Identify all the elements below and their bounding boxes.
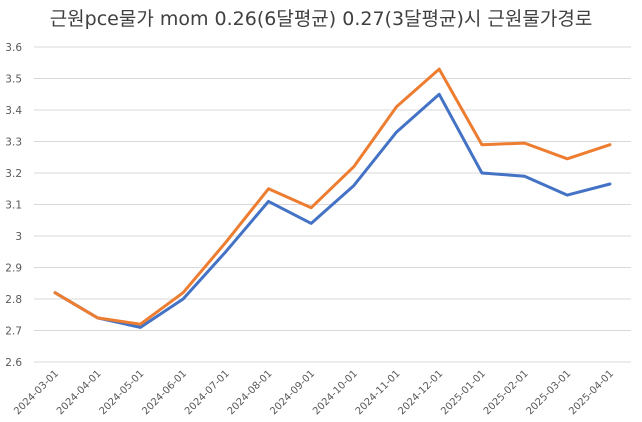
x-tick-label: 2025-01-01 <box>439 368 488 417</box>
y-tick-label: 3.1 <box>5 200 22 212</box>
x-tick-label: 2024-06-01 <box>140 368 189 417</box>
x-tick-label: 2024-10-01 <box>311 368 360 417</box>
x-tick-label: 2024-11-01 <box>354 368 403 417</box>
y-tick-label: 3.5 <box>5 74 22 86</box>
y-tick-label: 2.7 <box>5 326 22 338</box>
x-tick-label: 2025-02-01 <box>482 368 531 417</box>
x-tick-label: 2025-03-01 <box>525 368 574 417</box>
y-tick-label: 3.4 <box>5 105 22 117</box>
x-tick-label: 2024-04-01 <box>55 368 104 417</box>
series-line-1 <box>53 92 612 329</box>
x-tick-label: 2024-12-01 <box>396 368 445 417</box>
chart-title: 근원pce물가 mom 0.26(6달평균) 0.27(3달평균)시 근원물가경… <box>49 8 593 30</box>
y-tick-label: 3.6 <box>5 42 22 54</box>
series-line-2 <box>53 67 612 326</box>
y-tick-label: 2.8 <box>5 294 22 306</box>
x-tick-label: 2024-09-01 <box>268 368 317 417</box>
y-tick-label: 2.9 <box>5 263 22 275</box>
x-tick-label: 2025-04-01 <box>567 368 616 417</box>
x-tick-label: 2024-05-01 <box>98 368 147 417</box>
x-tick-label: 2024-03-01 <box>12 368 61 417</box>
x-tick-label: 2024-07-01 <box>183 368 232 417</box>
y-tick-label: 3.3 <box>5 137 22 149</box>
x-tick-label: 2024-08-01 <box>226 368 275 417</box>
y-tick-label: 2.6 <box>5 357 22 369</box>
y-tick-label: 3 <box>15 231 22 243</box>
y-tick-label: 3.2 <box>5 168 22 180</box>
